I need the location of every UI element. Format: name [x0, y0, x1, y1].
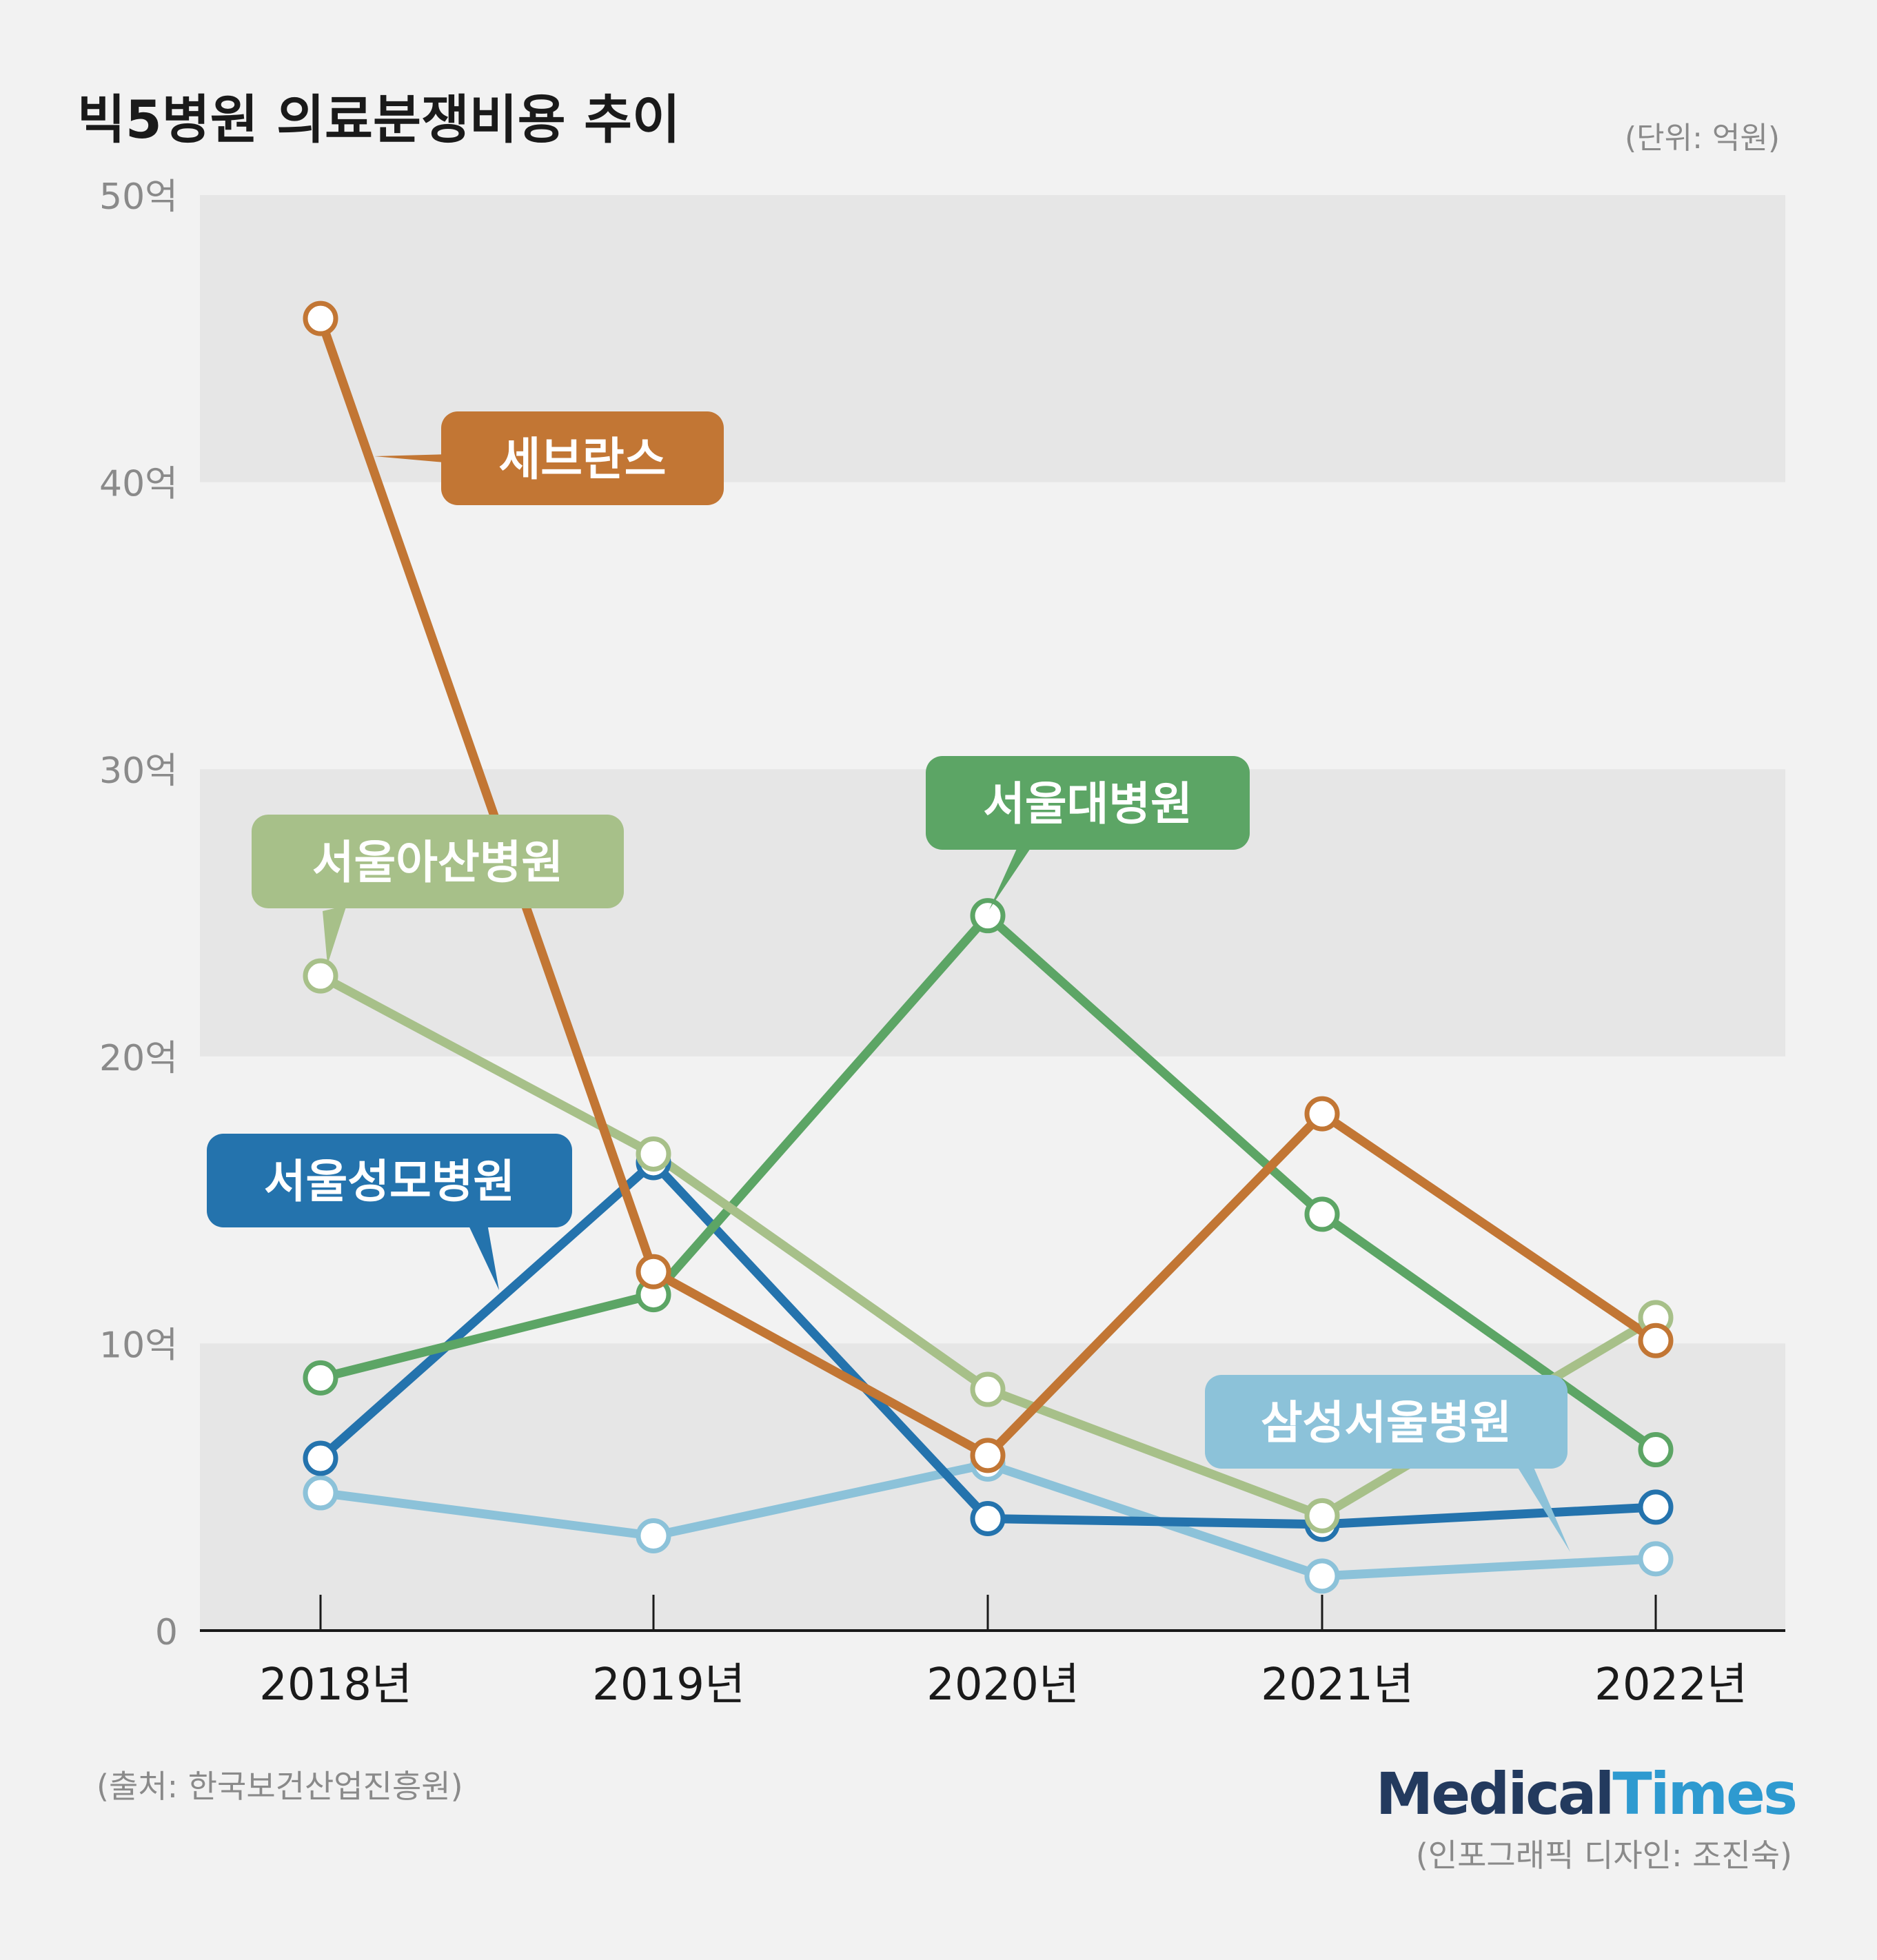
source-note: (출처: 한국보건산업진흥원) — [97, 1768, 463, 1805]
data-point-snuh — [1638, 1432, 1674, 1468]
design-credit: (인포그래픽 디자인: 조진숙) — [1416, 1837, 1792, 1874]
callout-box — [1205, 1375, 1567, 1469]
data-point-severance — [970, 1438, 1006, 1473]
data-point-snuh — [303, 1360, 338, 1396]
callout-pointer — [323, 903, 358, 965]
callout-label: 서울아산병원 — [312, 836, 563, 889]
callout-box — [252, 815, 624, 908]
data-point-asan — [636, 1136, 671, 1172]
x-tick-label: 2022년 — [1594, 1660, 1747, 1711]
data-point-snuh — [970, 898, 1006, 934]
data-point-snuh — [1304, 1196, 1340, 1232]
x-tick-label: 2018년 — [259, 1660, 412, 1711]
x-axis: 2018년 2019년 2020년 2021년 2022년 — [200, 1595, 1785, 1711]
x-tick-label: 2019년 — [592, 1660, 745, 1711]
callout-pointer — [989, 844, 1033, 910]
callout-stmary: 서울성모병원 — [207, 1134, 572, 1290]
logo-part-times: Times — [1612, 1760, 1796, 1828]
callout-pointer — [466, 1220, 499, 1290]
callout-label: 세브란스 — [499, 433, 667, 486]
grid-band-2 — [200, 195, 1785, 482]
data-point-samsung — [1304, 1558, 1340, 1594]
logo-part-medical: Medical — [1376, 1760, 1613, 1828]
data-point-asan — [1304, 1498, 1340, 1533]
data-point-samsung — [303, 1475, 338, 1511]
y-tick-label: 20억 — [99, 1038, 178, 1079]
unit-label: (단위: 억원) — [1625, 121, 1780, 156]
y-axis-ticks: 0 10억 20억 30억 40억 50억 — [99, 176, 178, 1653]
x-tick-label: 2020년 — [926, 1660, 1079, 1711]
callout-box — [926, 756, 1250, 850]
data-point-stmary — [1638, 1489, 1674, 1525]
series-markers — [303, 300, 1674, 1594]
chart-title: 빅5병원 의료분쟁비용 추이 — [77, 89, 680, 150]
callout-pointer — [1514, 1461, 1570, 1552]
x-tick-label: 2021년 — [1261, 1660, 1414, 1711]
medicaltimes-logo: MedicalTimes — [1376, 1760, 1798, 1828]
y-tick-label: 0 — [155, 1612, 178, 1653]
data-point-samsung — [1638, 1541, 1674, 1577]
data-point-severance — [636, 1254, 671, 1289]
callout-label: 서울성모병원 — [264, 1155, 515, 1208]
y-tick-label: 50억 — [99, 176, 178, 218]
data-point-severance — [1304, 1096, 1340, 1132]
data-point-asan — [303, 958, 338, 994]
callout-box — [207, 1134, 572, 1227]
y-tick-label: 10억 — [99, 1325, 178, 1366]
callout-samsung: 삼성서울병원 — [1205, 1375, 1570, 1552]
logo-wordmark: MedicalTimes — [1376, 1760, 1796, 1828]
callout-severance: 세브란스 — [374, 411, 724, 505]
callout-label: 서울대병원 — [983, 777, 1193, 830]
data-point-samsung — [636, 1518, 671, 1554]
callout-asan: 서울아산병원 — [252, 815, 624, 965]
data-point-severance — [1638, 1323, 1674, 1358]
data-point-stmary — [303, 1440, 338, 1476]
data-point-asan — [970, 1371, 1006, 1407]
data-point-stmary — [970, 1501, 1006, 1537]
callout-box — [441, 411, 724, 505]
y-tick-label: 30억 — [99, 751, 178, 792]
data-point-severance — [303, 300, 338, 336]
callout-snuh: 서울대병원 — [926, 756, 1250, 910]
y-tick-label: 40억 — [99, 464, 178, 505]
callout-label: 삼성서울병원 — [1261, 1396, 1512, 1449]
